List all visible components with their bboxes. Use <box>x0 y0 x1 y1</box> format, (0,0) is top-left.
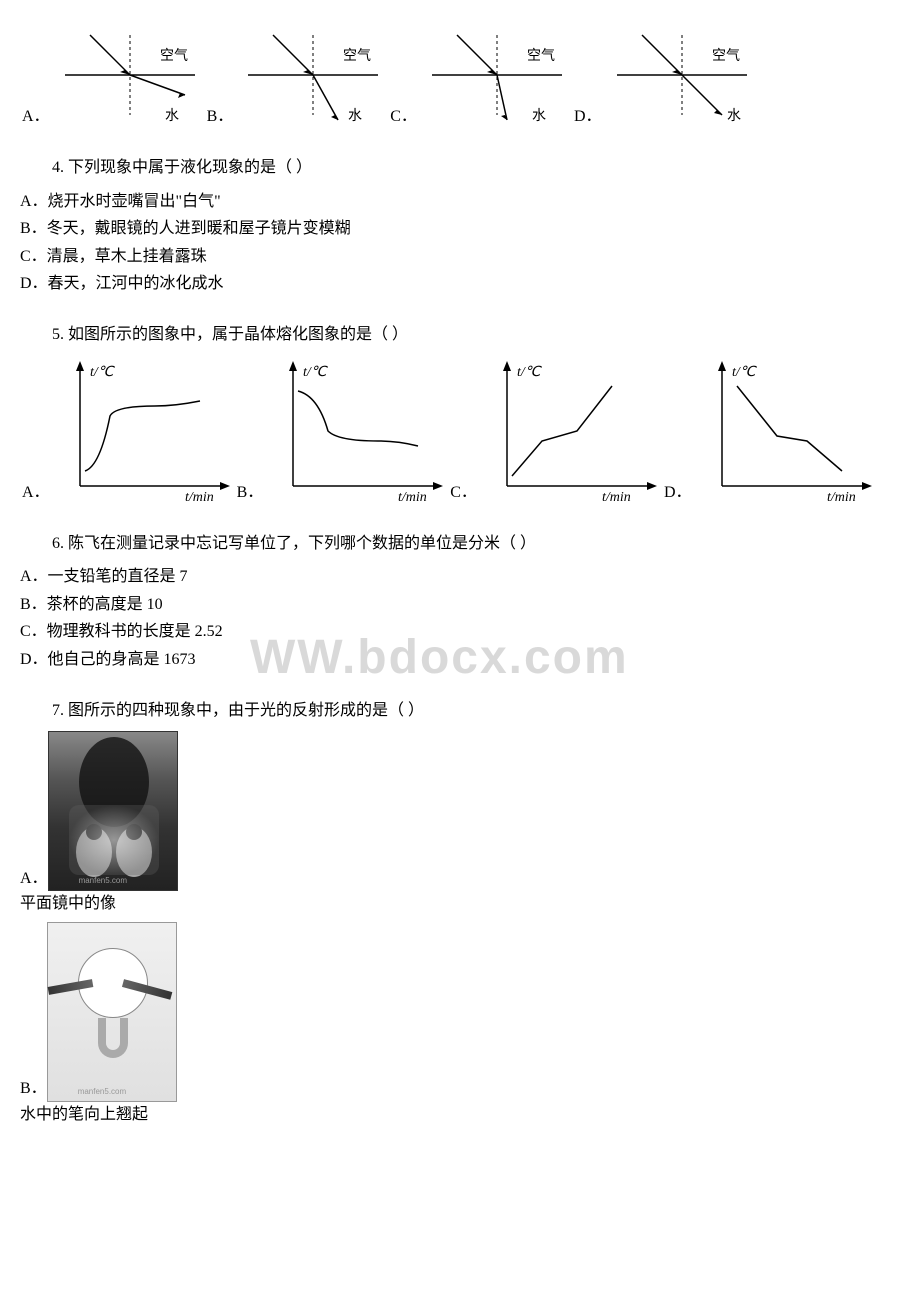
q7-option-a-container: A． manfen5.com 平面镜中的像 <box>20 731 900 917</box>
q5-option-c: C． t/℃ t/min <box>448 356 662 506</box>
refraction-diagram-c: 空气 水 <box>422 20 572 130</box>
q4-text: 4. 下列现象中属于液化现象的是（ ） <box>20 155 900 181</box>
q7-option-b-container: B． manfen5.com 水中的笔向上翘起 <box>20 922 900 1128</box>
question-4: 4. 下列现象中属于液化现象的是（ ） A．烧开水时壶嘴冒出"白气" B．冬天，… <box>20 155 900 297</box>
option-label-c: C． <box>390 104 417 130</box>
air-label: 空气 <box>712 48 740 64</box>
q5-option-b: B． t/℃ t/min <box>235 356 449 506</box>
graph-a: t/℃ t/min <box>55 356 235 506</box>
svg-text:t/℃: t/℃ <box>517 365 543 380</box>
option-label-b: B． <box>207 104 234 130</box>
photo-watermark: manfen5.com <box>78 1086 126 1099</box>
photo-watermark: manfen5.com <box>79 875 127 888</box>
question-3-diagrams: A． 空气 水 B． 空气 水 <box>20 20 900 130</box>
svg-text:t/min: t/min <box>398 490 427 505</box>
svg-text:t/℃: t/℃ <box>303 365 329 380</box>
option-label-d: D． <box>664 480 692 506</box>
water-label: 水 <box>727 108 741 124</box>
question-6: 6. 陈飞在测量记录中忘记写单位了，下列哪个数据的单位是分米（ ） A．一支铅笔… <box>20 531 900 673</box>
q5-option-a: A． t/℃ t/min <box>20 356 235 506</box>
refraction-diagram-d: 空气 水 <box>607 20 757 130</box>
q7-caption-b: 水中的笔向上翘起 <box>20 1102 900 1128</box>
q3-option-d: D． 空气 水 <box>572 20 757 130</box>
question-7: 7. 图所示的四种现象中，由于光的反射形成的是（ ） A． manfen5.co… <box>20 698 900 1128</box>
q4-option-b: B．冬天，戴眼镜的人进到暖和屋子镜片变模糊 <box>20 216 900 242</box>
option-label-a: A． <box>22 480 50 506</box>
water-label: 水 <box>532 108 546 124</box>
q7-text: 7. 图所示的四种现象中，由于光的反射形成的是（ ） <box>20 698 900 724</box>
q7-caption-a: 平面镜中的像 <box>20 891 900 917</box>
option-label-a: A． <box>22 104 50 130</box>
air-label: 空气 <box>343 48 371 64</box>
refraction-diagram-b: 空气 水 <box>238 20 388 130</box>
q5-text: 5. 如图所示的图象中，属于晶体熔化图象的是（ ） <box>20 322 900 348</box>
pen-photo: manfen5.com <box>47 922 177 1102</box>
svg-text:t/min: t/min <box>602 490 631 505</box>
water-label: 水 <box>348 108 362 124</box>
q4-option-c: C．清晨，草木上挂着露珠 <box>20 244 900 270</box>
option-label-c: C． <box>450 480 477 506</box>
svg-text:t/℃: t/℃ <box>732 365 758 380</box>
q4-option-a: A．烧开水时壶嘴冒出"白气" <box>20 189 900 215</box>
air-label: 空气 <box>160 48 188 64</box>
q4-option-d: D．春天，江河中的冰化成水 <box>20 271 900 297</box>
svg-text:t/min: t/min <box>185 490 214 505</box>
q6-text: 6. 陈飞在测量记录中忘记写单位了，下列哪个数据的单位是分米（ ） <box>20 531 900 557</box>
q3-option-b: B． 空气 水 <box>205 20 389 130</box>
option-label-b: B． <box>237 480 264 506</box>
graph-b: t/℃ t/min <box>268 356 448 506</box>
q6-option-a: A．一支铅笔的直径是 7 <box>20 564 900 590</box>
q5-option-d: D． t/℃ t/min <box>662 356 877 506</box>
question-5: 5. 如图所示的图象中，属于晶体熔化图象的是（ ） A． t/℃ t/min B… <box>20 322 900 506</box>
q3-option-c: C． 空气 水 <box>388 20 572 130</box>
refraction-diagram-a: 空气 水 <box>55 20 205 130</box>
air-label: 空气 <box>527 48 555 64</box>
water-label: 水 <box>165 108 179 124</box>
q6-option-c: C．物理教科书的长度是 2.52 <box>20 619 900 645</box>
svg-text:t/min: t/min <box>827 490 856 505</box>
option-label-d: D． <box>574 104 602 130</box>
svg-text:t/℃: t/℃ <box>90 365 116 380</box>
mirror-photo: manfen5.com <box>48 731 178 891</box>
q6-option-b: B．茶杯的高度是 10 <box>20 592 900 618</box>
graph-d: t/℃ t/min <box>697 356 877 506</box>
q6-option-d: D．他自己的身高是 1673 <box>20 647 900 673</box>
graph-c: t/℃ t/min <box>482 356 662 506</box>
q3-option-a: A． 空气 水 <box>20 20 205 130</box>
q7-label-a: A． <box>20 866 48 892</box>
q7-label-b: B． <box>20 1076 47 1102</box>
